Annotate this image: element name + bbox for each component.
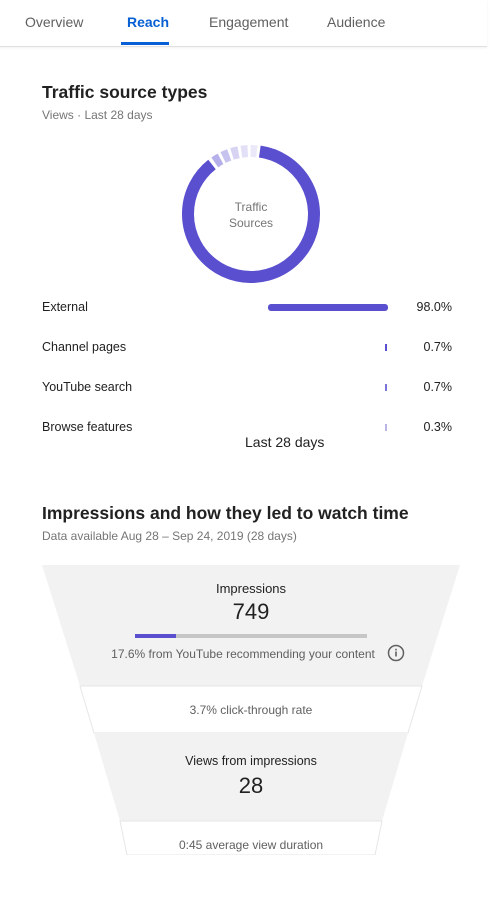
donut-center-label: Traffic Sources	[182, 199, 320, 231]
average-view-duration: 0:45 average view duration	[178, 838, 324, 852]
traffic-row-label: External	[42, 300, 88, 314]
traffic-section-title: Traffic source types	[42, 82, 208, 102]
tab-bar: Overview Reach Engagement Audience	[0, 0, 487, 47]
tab-overview[interactable]: Overview	[25, 14, 84, 30]
donut-segment-browse-features	[230, 146, 240, 160]
traffic-row-percent: 98.0%	[416, 300, 452, 314]
info-icon[interactable]	[387, 644, 405, 662]
traffic-row-bar	[268, 304, 388, 311]
impressions-funnel: Impressions 749 17.6% from YouTube recom…	[42, 565, 460, 855]
donut-center-line-2: Sources	[228, 216, 274, 230]
traffic-row-bar	[385, 384, 387, 391]
traffic-row-label: Browse features	[42, 420, 133, 434]
date-range-label: Last 28 days	[245, 434, 325, 450]
traffic-row-bar	[385, 344, 387, 351]
tab-engagement[interactable]: Engagement	[209, 14, 289, 30]
donut-segment-external	[182, 145, 320, 283]
traffic-row-browse-features[interactable]: Browse features 0.3%	[42, 420, 462, 440]
impressions-value: 749	[232, 599, 270, 624]
views-from-impressions-label: Views from impressions	[185, 754, 317, 768]
donut-segment-other	[240, 145, 249, 158]
donut-segment-youtube-search	[220, 149, 232, 163]
impressions-label: Impressions	[215, 581, 287, 596]
donut-svg	[182, 145, 320, 283]
tab-reach[interactable]: Reach	[127, 14, 170, 30]
traffic-section-subtitle: Views · Last 28 days	[42, 108, 153, 122]
traffic-row-bar	[385, 424, 387, 431]
traffic-row-percent: 0.7%	[423, 380, 453, 394]
click-through-rate: 3.7% click-through rate	[189, 703, 313, 717]
traffic-row-external[interactable]: External 98.0%	[42, 300, 462, 320]
funnel-avd-band	[119, 820, 383, 855]
donut-segment-channel-pages	[211, 153, 224, 168]
funnel-views-band	[94, 733, 408, 821]
funnel-shape	[42, 565, 460, 855]
active-tab-indicator	[121, 42, 169, 45]
donut-center-line-1: Traffic	[234, 200, 268, 214]
info-icon-glyph	[387, 644, 405, 662]
funnel-impressions-band	[42, 565, 460, 686]
traffic-row-percent: 0.7%	[423, 340, 453, 354]
traffic-row-channel-pages[interactable]: Channel pages 0.7%	[42, 340, 462, 360]
recommend-note: 17.6% from YouTube recommending your con…	[111, 647, 375, 661]
impressions-section-subtitle: Data available Aug 28 – Sep 24, 2019 (28…	[42, 529, 297, 543]
traffic-row-label: YouTube search	[42, 380, 133, 394]
recommend-progress-fill	[135, 634, 176, 638]
traffic-donut-chart: Traffic Sources	[182, 145, 320, 283]
recommend-progress-bar	[135, 634, 367, 638]
views-from-impressions-value: 28	[238, 773, 264, 798]
impressions-section-title: Impressions and how they led to watch ti…	[42, 503, 409, 523]
traffic-row-label: Channel pages	[42, 340, 127, 354]
tab-audience[interactable]: Audience	[327, 14, 386, 30]
traffic-row-percent: 0.3%	[423, 420, 453, 434]
traffic-row-youtube-search[interactable]: YouTube search 0.7%	[42, 380, 462, 400]
